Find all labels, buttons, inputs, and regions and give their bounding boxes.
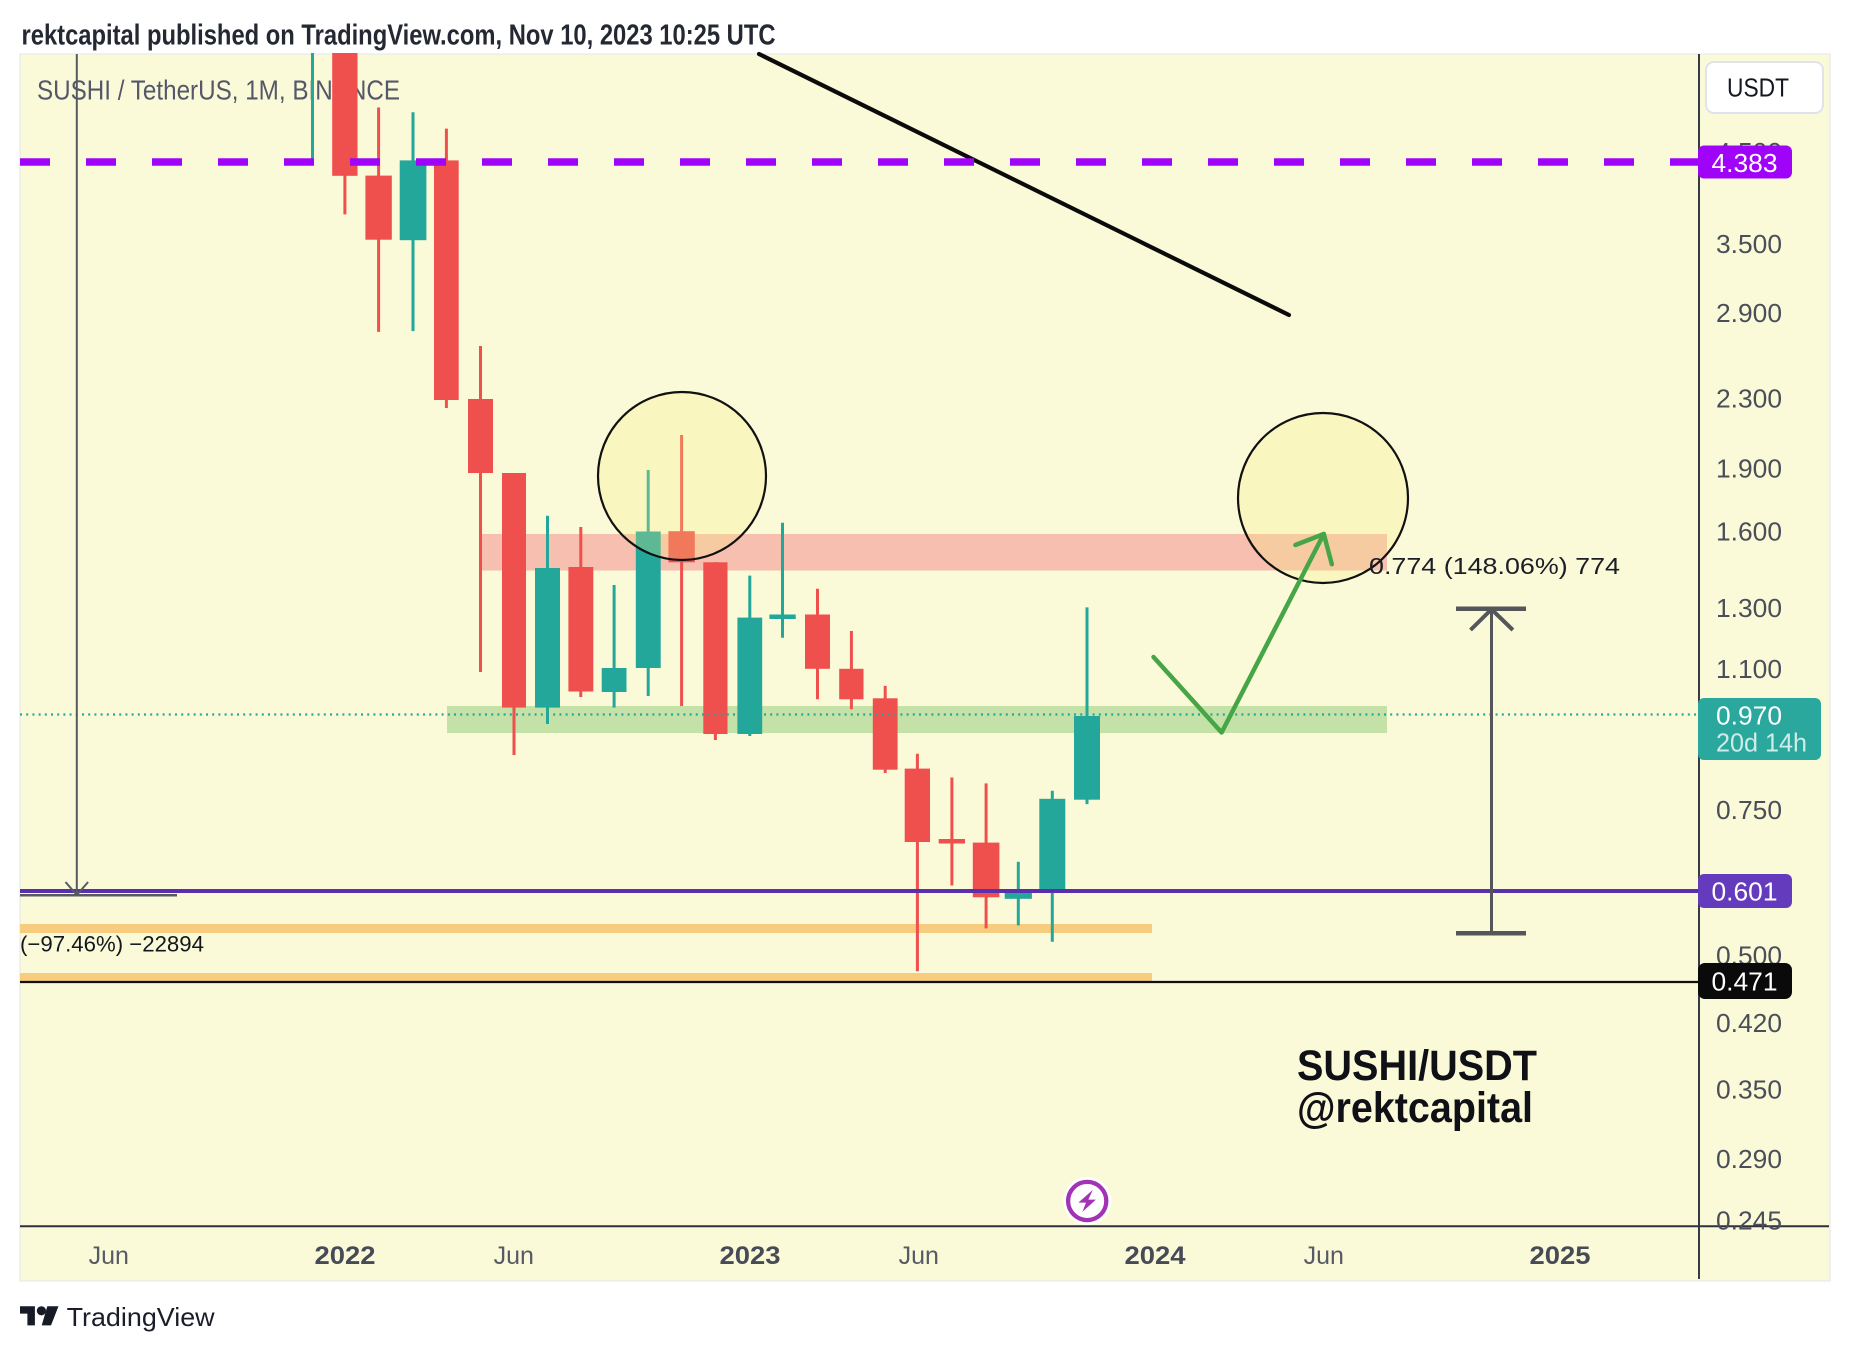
svg-text:Jun: Jun [494,1242,534,1270]
svg-text:3.500: 3.500 [1716,229,1782,259]
svg-text:0.420: 0.420 [1716,1008,1782,1038]
svg-text:Jun: Jun [89,1242,129,1270]
svg-text:rektcapital published on Tradi: rektcapital published on TradingView.com… [22,20,776,52]
svg-text:@rektcapital: @rektcapital [1297,1084,1533,1132]
svg-text:0.750: 0.750 [1716,795,1782,825]
svg-text:1.100: 1.100 [1716,654,1782,684]
svg-text:0.471: 0.471 [1712,967,1778,997]
svg-text:Jun: Jun [1304,1242,1344,1270]
svg-text:2024: 2024 [1125,1242,1186,1270]
svg-text:1.300: 1.300 [1716,593,1782,623]
svg-text:SUSHI/USDT: SUSHI/USDT [1297,1042,1537,1090]
svg-text:20d 14h: 20d 14h [1716,728,1807,758]
svg-text:0.774 (148.06%) 774: 0.774 (148.06%) 774 [1369,553,1620,579]
svg-text:(−97.46%) −22894: (−97.46%) −22894 [20,932,204,957]
svg-text:2023: 2023 [720,1242,781,1270]
svg-text:0.350: 0.350 [1716,1075,1782,1105]
svg-text:1.900: 1.900 [1716,454,1782,484]
svg-text:1.600: 1.600 [1716,517,1782,547]
svg-text:2022: 2022 [315,1242,376,1270]
svg-text:2.900: 2.900 [1716,298,1782,328]
svg-text:2025: 2025 [1530,1242,1591,1270]
svg-text:0.601: 0.601 [1712,877,1778,907]
svg-text:TradingView: TradingView [67,1302,215,1332]
svg-text:0.290: 0.290 [1716,1144,1782,1174]
svg-text:0.245: 0.245 [1716,1206,1782,1236]
svg-text:USDT: USDT [1727,75,1789,103]
svg-text:2.300: 2.300 [1716,383,1782,413]
svg-text:Jun: Jun [899,1242,939,1270]
svg-text:4.383: 4.383 [1712,148,1778,178]
svg-text:0.970: 0.970 [1716,701,1782,731]
